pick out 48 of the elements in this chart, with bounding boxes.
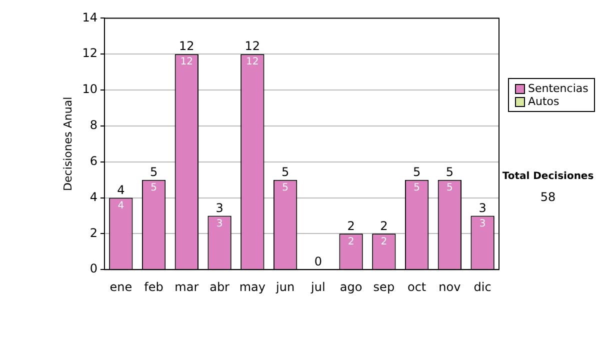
y-tick-label: 12 <box>82 46 98 60</box>
data-label: 5 <box>150 182 157 194</box>
total-label: 5 <box>150 164 158 179</box>
total-label: 12 <box>244 39 260 54</box>
x-tick-label: feb <box>144 280 164 294</box>
y-tick-label: 0 <box>90 262 98 276</box>
x-tick-label: ene <box>110 280 132 294</box>
data-label: 4 <box>118 200 124 212</box>
x-tick-label: sep <box>373 280 395 294</box>
total-label: 2 <box>347 218 355 233</box>
total-label: 5 <box>446 164 454 179</box>
x-tick-label: abr <box>210 280 230 294</box>
y-tick-label: 6 <box>90 154 98 168</box>
total-label: 3 <box>216 200 224 215</box>
data-label: 3 <box>216 218 223 230</box>
data-label: 12 <box>180 56 194 68</box>
text: 58 <box>539 190 557 204</box>
data-label: 12 <box>246 56 259 68</box>
data-label: 5 <box>446 182 453 194</box>
total-label: 3 <box>478 200 486 215</box>
data-label: 5 <box>414 182 420 194</box>
y-tick-label: 4 <box>90 190 98 204</box>
legend-label: Autos <box>528 95 560 108</box>
y-tick-label: 2 <box>90 226 98 240</box>
total-label: 12 <box>179 39 194 54</box>
data-label: 5 <box>282 182 288 194</box>
x-tick-label: ago <box>340 280 362 294</box>
x-tick-label: dic <box>474 280 492 294</box>
data-label: 2 <box>380 236 388 248</box>
total-label: 5 <box>412 164 421 179</box>
total-label: 0 <box>314 254 322 269</box>
total-label: 2 <box>380 218 388 233</box>
x-tick-label: may <box>239 280 266 294</box>
y-axis-title: Decisiones Anual <box>61 96 74 191</box>
x-tick-label: jul <box>310 280 326 294</box>
y-tick-label: 14 <box>82 10 98 24</box>
x-tick-label: oct <box>407 280 426 294</box>
x-tick-label: nov <box>438 280 461 294</box>
x-tick-label: jun <box>275 280 295 294</box>
total-label: 4 <box>117 182 125 197</box>
data-label: 3 <box>479 218 486 230</box>
x-tick-label: mar <box>174 280 199 294</box>
data-label: 2 <box>348 236 354 248</box>
y-tick-label: 10 <box>82 82 98 96</box>
legend-label: Sentencias <box>528 82 588 95</box>
total-label: 5 <box>281 164 290 179</box>
y-tick-label: 8 <box>90 118 98 132</box>
text: Total Decisiones <box>501 171 595 182</box>
